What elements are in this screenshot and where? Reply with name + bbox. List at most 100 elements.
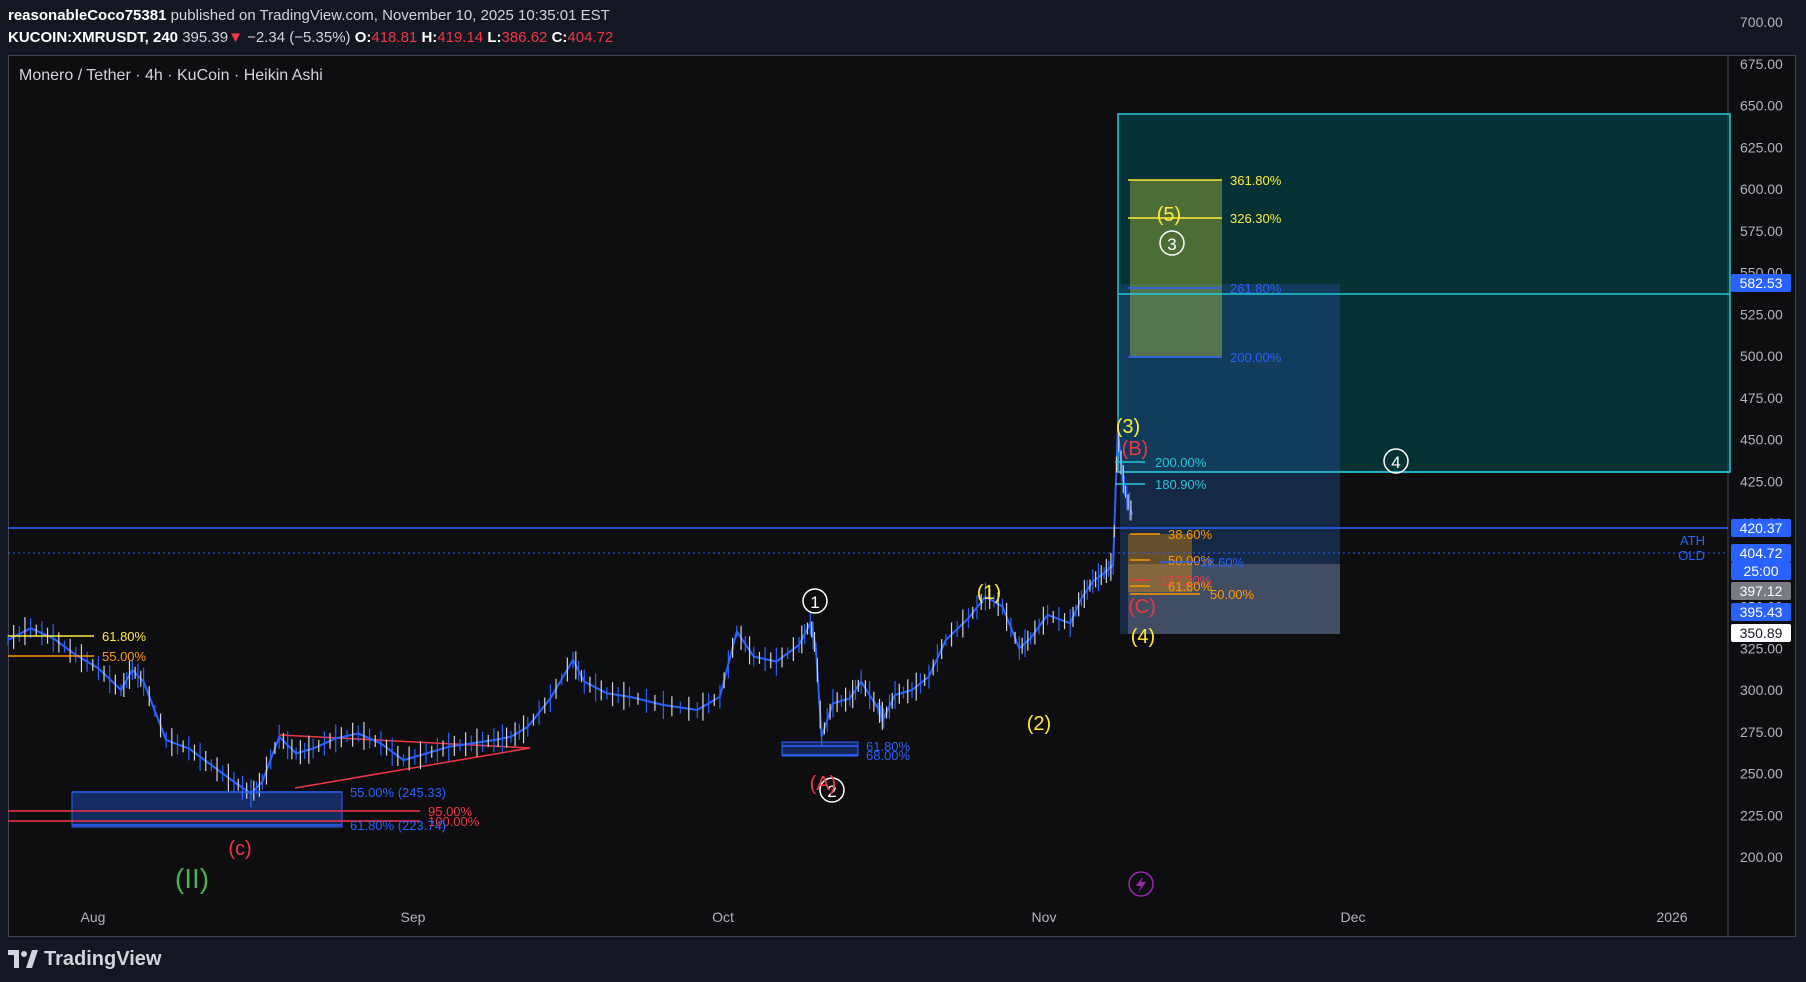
fib-label: 127.20%	[1160, 573, 1212, 588]
y-tick-label: 650.00	[1740, 98, 1783, 114]
published-text: published on TradingView.com, November 1…	[170, 7, 610, 24]
y-tick-label: 525.00	[1740, 306, 1783, 322]
lightning-icon	[1128, 871, 1154, 897]
fib-label: 326.30%	[1230, 211, 1282, 226]
close-value: 404.72	[567, 29, 614, 46]
open-value: 418.81	[371, 29, 418, 46]
price-tag-label: 397.12	[1740, 583, 1783, 599]
wave-label: (4)	[1131, 626, 1155, 648]
fib-label: 55.00% (245.33)	[350, 785, 446, 800]
fib-zone-orange	[1128, 534, 1192, 592]
y-tick-label: 450.00	[1740, 432, 1783, 448]
price-tag-bg	[1731, 603, 1791, 621]
price-tag-label: 25:00	[1743, 563, 1778, 579]
fib-label: 38.60%	[1168, 527, 1213, 542]
wave-label-2: 2	[827, 782, 836, 801]
wave-label-1: 1	[810, 593, 819, 612]
price-change: −2.34 (−5.35%)	[247, 29, 351, 46]
target-zone-blue	[1120, 284, 1340, 634]
price-tag-bg	[1731, 624, 1791, 642]
x-tick-label: Sep	[401, 909, 426, 925]
symbol-legend: KUCOIN:XMRUSDT, 240 395.39▼ −2.34 (−5.35…	[8, 28, 613, 48]
fib-label: 200.00%	[1230, 350, 1282, 365]
y-tick-label: 575.00	[1740, 223, 1783, 239]
x-tick-label: Dec	[1341, 909, 1366, 925]
high-value: 419.14	[437, 29, 484, 46]
price-tag-label: 582.53	[1740, 275, 1783, 291]
close-label: C:	[551, 29, 568, 46]
fib-label: 61.80%	[866, 739, 911, 754]
symbol-name[interactable]: KUCOIN:XMRUSDT, 240	[8, 29, 179, 46]
low-value: 386.62	[501, 29, 548, 46]
down-arrow-icon: ▼	[228, 29, 243, 46]
wave-circle	[819, 777, 845, 803]
wave-label-4: 4	[1391, 453, 1400, 472]
fib-label: 61.80%	[1168, 579, 1213, 594]
y-tick-label: 225.00	[1740, 807, 1783, 823]
fib-label: 180.90%	[1155, 477, 1207, 492]
high-label: H:	[421, 29, 438, 46]
stop-zone-grey	[1128, 564, 1340, 634]
y-tick-label: 275.00	[1740, 724, 1783, 740]
chart-pane[interactable]	[8, 55, 1796, 937]
fib-label: 50.00%	[1168, 553, 1213, 568]
low-label: L:	[487, 29, 502, 46]
target-zone-teal	[1117, 113, 1731, 473]
y-tick-label: 300.00	[1740, 682, 1783, 698]
fib-label: 55.00%	[102, 649, 147, 664]
fib-label: 200.00%	[1155, 455, 1207, 470]
wave-label: (II)	[175, 863, 209, 894]
price-tag-label: 420.37	[1740, 520, 1783, 536]
y-tick-label: 475.00	[1740, 390, 1783, 406]
wave-circle	[802, 588, 828, 614]
wave-label-3: 3	[1167, 235, 1176, 254]
fib-label: 61.80% (223.74)	[350, 818, 446, 833]
wave-label: (5)	[1157, 204, 1181, 226]
fib-label: 38.60%	[1200, 555, 1245, 570]
x-tick-label: Nov	[1032, 909, 1057, 925]
price-tag-bg	[1731, 519, 1791, 537]
y-tick-label: 625.00	[1740, 139, 1783, 155]
fib-zone-yellow	[1130, 180, 1222, 358]
y-tick-label: 325.00	[1740, 640, 1783, 656]
fib-label: 261.80%	[1230, 281, 1282, 296]
tradingview-logo-icon	[8, 950, 38, 968]
x-tick-label: 2026	[1656, 909, 1687, 925]
wave-circle	[1383, 448, 1409, 474]
brand-name[interactable]: TradingView	[44, 947, 162, 970]
price-tag-bg	[1731, 562, 1791, 580]
wave-label: (1)	[977, 582, 1001, 604]
lightning-bolt-icon	[1136, 876, 1146, 893]
old-label: OLD	[1678, 548, 1705, 563]
retrace-zone	[781, 741, 859, 757]
wave-label: (A)	[810, 773, 837, 795]
y-tick-label: 500.00	[1740, 348, 1783, 364]
publisher-name[interactable]: reasonableCoco75381	[8, 7, 167, 24]
price-tag-label: 404.72	[1740, 545, 1783, 561]
ath-label: ATH	[1680, 533, 1705, 548]
wave-label: (c)	[228, 838, 251, 860]
price-tag-bg	[1731, 582, 1791, 600]
wave-circle	[1159, 230, 1185, 256]
y-tick-label: 600.00	[1740, 181, 1783, 197]
publish-info: reasonableCoco75381 published on Trading…	[8, 6, 610, 26]
y-tick-label: 700.00	[1740, 14, 1783, 30]
y-tick-label: 250.00	[1740, 766, 1783, 782]
price-tag-bg	[1731, 274, 1791, 292]
y-tick-label: 425.00	[1740, 473, 1783, 489]
fib-label: 100.00%	[428, 814, 480, 829]
price-tag-bg	[1731, 544, 1791, 562]
x-tick-label: Aug	[81, 909, 106, 925]
fib-label: 361.80%	[1230, 173, 1282, 188]
fib-label: 95.00%	[428, 804, 473, 819]
y-tick-label: 200.00	[1740, 849, 1783, 865]
price-tag-label: 350.89	[1740, 625, 1783, 641]
open-label: O:	[354, 29, 372, 46]
fib-label: 61.80%	[102, 629, 147, 644]
x-tick-label: Oct	[712, 909, 734, 925]
fib-label: 68.00%	[866, 748, 911, 763]
footer: TradingView	[8, 944, 161, 974]
triangle-pattern	[279, 734, 531, 789]
wave-label: (C)	[1128, 596, 1156, 618]
